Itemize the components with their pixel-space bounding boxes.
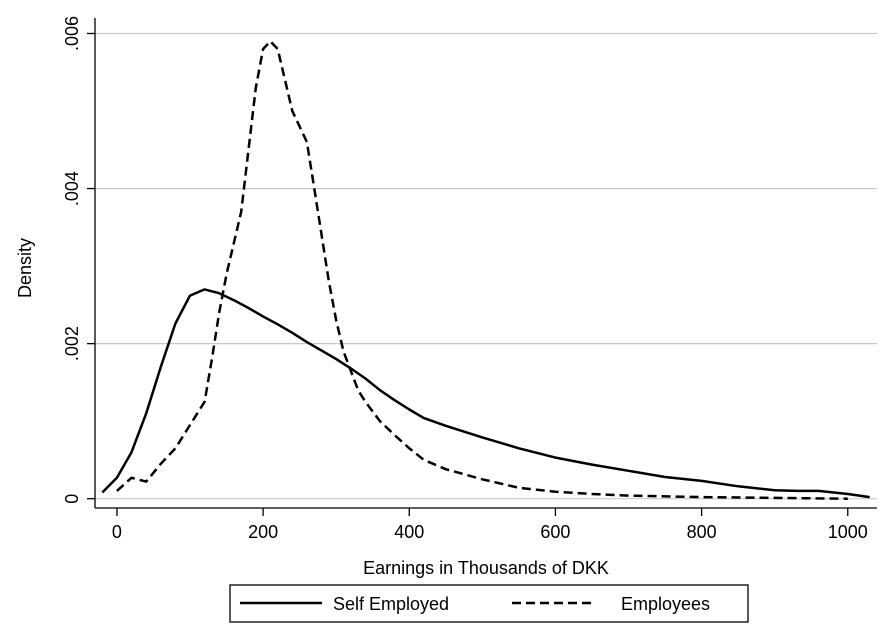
- y-axis-title: Density: [15, 238, 35, 298]
- axes: [94, 18, 877, 509]
- gridlines: [95, 32, 877, 500]
- x-tick-label-1: 200: [248, 522, 278, 542]
- x-tick-label-3: 600: [540, 522, 570, 542]
- x-tick-label-0: 0: [112, 522, 122, 542]
- legend-label-employees: Employees: [621, 594, 710, 614]
- series-lines: [101, 40, 870, 500]
- x-tick-label-2: 400: [394, 522, 424, 542]
- x-axis-title: Earnings in Thousands of DKK: [363, 558, 609, 578]
- legend: Self Employed Employees: [229, 584, 749, 623]
- y-tick-label-3: .006: [62, 16, 82, 51]
- y-tick-label-0: 0: [62, 494, 82, 504]
- y-tick-label-2: .004: [62, 171, 82, 206]
- x-tick-label-5: 1000: [828, 522, 868, 542]
- x-tick-label-4: 800: [687, 522, 717, 542]
- series-line-self-employed: [101, 288, 870, 499]
- legend-label-self-employed: Self Employed: [333, 594, 449, 614]
- y-tick-label-1: .002: [62, 326, 82, 361]
- series-line-employees: [116, 40, 848, 500]
- ticks: 0 .002 .004 .006 0 200 400 600 800 1000: [62, 16, 868, 542]
